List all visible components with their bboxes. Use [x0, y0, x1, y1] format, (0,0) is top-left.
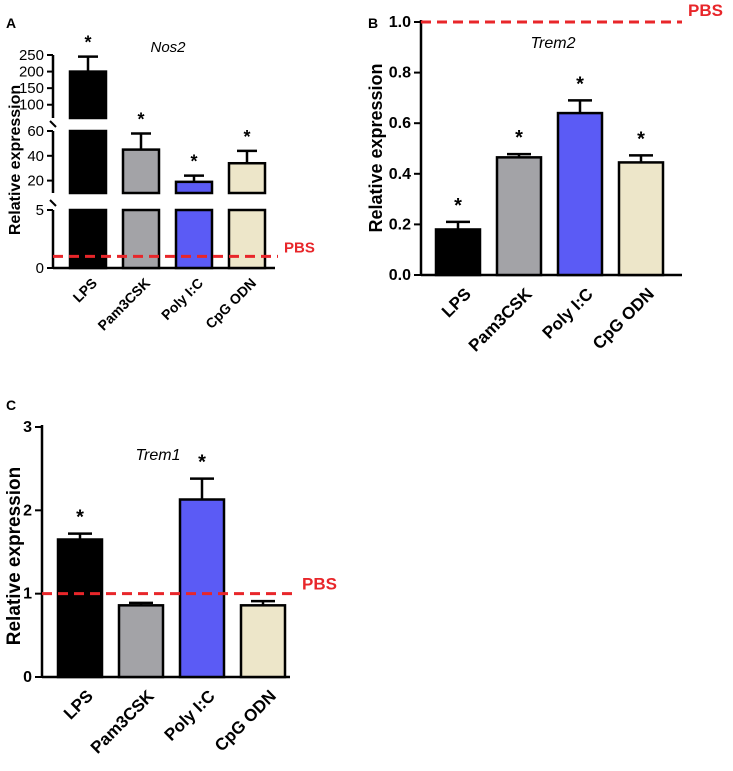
- category-label: Poly I:C: [158, 275, 206, 323]
- y-tick-label: 0.6: [389, 115, 411, 132]
- category-label: CpG ODN: [589, 284, 658, 353]
- y-tick-label: 0: [23, 669, 32, 686]
- significance-star: *: [84, 33, 91, 53]
- category-label: CpG ODN: [211, 686, 280, 755]
- bar-cpg-odn-segment: [227, 161, 267, 195]
- significance-star: *: [637, 128, 645, 150]
- category-label: Poly I:C: [539, 284, 597, 342]
- y-tick-label: 0.4: [389, 166, 411, 183]
- axis-break-mark: [49, 120, 57, 128]
- y-tick-label: 0.0: [389, 267, 411, 284]
- panel-c-bars: * * PBS: [42, 452, 337, 679]
- y-tick-label: 0.8: [389, 65, 411, 82]
- pbs-reference-label: PBS: [302, 575, 337, 594]
- panel-a-ylabel: Relative expression: [7, 85, 24, 235]
- panel-a-label: A: [6, 15, 16, 31]
- significance-star: *: [454, 195, 462, 217]
- bar-poly-i-c-segment: [174, 180, 214, 195]
- y-tick-label: 0.2: [389, 216, 411, 233]
- category-label: Poly I:C: [161, 686, 219, 744]
- panel-a-title: Nos2: [150, 39, 186, 56]
- y-tick-label: 1: [23, 586, 32, 603]
- y-tick-label: 40: [27, 148, 44, 165]
- bar-pam3csk-segment: [121, 208, 161, 270]
- bar-lps: [56, 538, 104, 679]
- bar-lps-segment: [68, 208, 108, 270]
- panel-c: C Trem1 Relative expression 0 1 2 3 * * PBS L…: [4, 397, 337, 757]
- panel-a: A Nos2 Relative expression 0 5 20 40 60 10015…: [6, 15, 315, 333]
- panel-b: B Trem2 Relative expression 0.0 0.2 0.4 0.6…: [366, 1, 723, 355]
- bar-poly-i-c: [556, 111, 604, 277]
- bar-cpg-odn: [239, 604, 287, 679]
- bar-pam3csk: [117, 604, 165, 679]
- y-tick-label: 0: [36, 260, 44, 277]
- category-label: LPS: [60, 686, 97, 723]
- bar-lps: [434, 228, 482, 277]
- y-tick-label: 250: [19, 47, 44, 64]
- bar-poly-i-c-segment: [174, 208, 214, 270]
- panel-b-label: B: [368, 15, 378, 31]
- pbs-reference-label: PBS: [688, 1, 723, 20]
- panel-b-bars: * * * * PBS: [421, 1, 723, 277]
- y-tick-label: 1.0: [389, 14, 411, 31]
- y-tick-label: 200: [19, 64, 44, 81]
- bar-lps-segment: [68, 70, 108, 120]
- bar-lps-segment: [68, 129, 108, 195]
- panel-a-bars: * * * * PBS: [53, 33, 315, 270]
- significance-star: *: [576, 73, 584, 95]
- bar-pam3csk-segment: [121, 148, 161, 195]
- panel-b-title: Trem2: [530, 35, 575, 52]
- category-label: Pam3CSK: [465, 284, 536, 355]
- significance-star: *: [515, 127, 523, 149]
- category-label: LPS: [438, 284, 475, 321]
- y-tick-label: 150: [19, 80, 44, 97]
- y-tick-label: 60: [27, 123, 44, 140]
- significance-star: *: [190, 152, 197, 172]
- pbs-reference-label: PBS: [284, 239, 315, 256]
- y-tick-label: 5: [36, 202, 44, 219]
- significance-star: *: [76, 507, 84, 529]
- y-tick-label: 100: [19, 97, 44, 114]
- panel-c-title: Trem1: [135, 447, 180, 464]
- y-tick-label: 2: [23, 502, 32, 519]
- significance-star: *: [243, 127, 250, 147]
- y-tick-label: 20: [27, 173, 44, 190]
- y-tick-label: 3: [23, 419, 32, 436]
- bar-pam3csk: [495, 156, 543, 277]
- significance-star: *: [137, 109, 144, 129]
- panel-c-ylabel: Relative expression: [4, 467, 25, 645]
- category-label: Pam3CSK: [87, 686, 158, 757]
- bar-cpg-odn: [617, 161, 665, 277]
- bar-poly-i-c: [178, 498, 226, 679]
- significance-star: *: [198, 452, 206, 474]
- panel-c-label: C: [6, 397, 16, 413]
- axis-break-mark: [49, 199, 57, 207]
- panel-b-ylabel: Relative expression: [366, 63, 386, 232]
- category-label: Pam3CSK: [94, 275, 153, 334]
- category-label: LPS: [70, 275, 101, 306]
- bar-cpg-odn-segment: [227, 208, 267, 270]
- category-label: CpG ODN: [202, 275, 259, 332]
